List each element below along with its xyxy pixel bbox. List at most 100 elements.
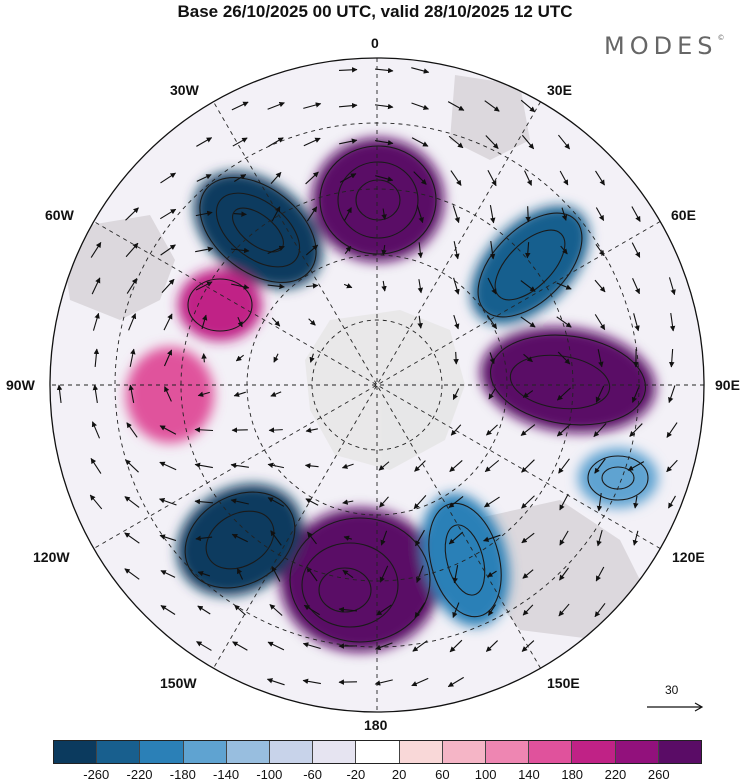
wind-arrow xyxy=(160,244,176,256)
colorbar-tick-label: 100 xyxy=(474,767,497,782)
land-africa xyxy=(450,75,530,160)
colorbar-tick-label: -180 xyxy=(169,767,196,782)
wind-arrow xyxy=(232,137,248,147)
colorbar-tick-label: -100 xyxy=(256,767,283,782)
meridian-line xyxy=(93,221,661,549)
wind-arrow xyxy=(160,605,176,615)
wind-arrow xyxy=(556,282,572,290)
colorbar-tick-label: -20 xyxy=(346,767,366,782)
wind-arrow xyxy=(485,135,499,149)
wind-arrow xyxy=(447,676,464,688)
wind-arrow xyxy=(338,67,358,73)
wind-arrow xyxy=(197,571,211,577)
wind-arrow xyxy=(448,495,464,509)
map-border xyxy=(49,57,705,713)
anomaly-fills xyxy=(126,138,658,652)
wind-arrow xyxy=(411,137,429,147)
wind-arrow xyxy=(522,569,534,579)
wind-arrow xyxy=(267,641,285,651)
reference-vector-label: 30 xyxy=(665,683,679,697)
wind-arrow xyxy=(269,604,283,616)
colorbar-tick-label: 260 xyxy=(647,767,670,782)
land-australia xyxy=(470,500,650,640)
wind-arrow xyxy=(631,385,640,403)
wind-arrow xyxy=(230,498,249,505)
contour xyxy=(205,510,275,570)
contour xyxy=(184,491,296,589)
wind-arrow xyxy=(306,283,319,289)
anomaly-negative-southwest-australia xyxy=(578,448,658,508)
wind-arrow xyxy=(339,138,358,145)
wind-arrow xyxy=(453,314,460,330)
wind-arrow xyxy=(595,385,605,403)
wind-arrow xyxy=(305,244,319,256)
wind-arrow xyxy=(343,283,353,289)
wind-arrow xyxy=(126,422,138,438)
label-30e: 30E xyxy=(547,82,572,98)
wind-arrow xyxy=(271,317,281,327)
wind-arrow xyxy=(234,604,246,616)
brand-name: MODES xyxy=(604,32,718,60)
anomaly-positive-south-of-africa xyxy=(312,138,444,262)
wind-arrow xyxy=(595,170,605,186)
wind-arrow xyxy=(303,604,320,616)
wind-arrow xyxy=(486,314,498,330)
wind-arrow xyxy=(595,207,605,222)
wind-arrow xyxy=(450,170,462,186)
wind-arrow xyxy=(416,205,424,224)
contour xyxy=(489,334,647,426)
wind-arrow xyxy=(160,570,176,578)
wind-arrow xyxy=(194,427,214,433)
graticule xyxy=(50,58,704,712)
wind-arrow xyxy=(308,318,316,326)
wind-arrow xyxy=(595,243,605,257)
wind-arrow xyxy=(417,279,424,294)
colorbar-tick-label: -140 xyxy=(213,767,240,782)
wind-arrow xyxy=(196,137,213,147)
colorbar-bin xyxy=(270,741,314,763)
colorbar-bin xyxy=(399,741,443,763)
wind-arrow xyxy=(484,100,500,112)
wind-arrow xyxy=(160,172,176,184)
anomaly-negative-indian-west xyxy=(471,206,589,324)
wind-arrow xyxy=(233,211,247,217)
wind-arrow xyxy=(230,462,249,469)
wind-arrow xyxy=(415,529,425,547)
wind-arrow xyxy=(201,353,207,363)
anomaly-positive-indian-east xyxy=(480,327,656,433)
contour xyxy=(477,212,583,318)
wind-arrow xyxy=(92,312,100,331)
contour xyxy=(319,145,437,255)
label-150w: 150W xyxy=(160,675,197,691)
colorbar-tick-label: 220 xyxy=(604,767,627,782)
wind-arrow xyxy=(195,210,213,217)
wind-arrow xyxy=(306,206,318,222)
wind-arrow xyxy=(375,175,394,182)
wind-arrow xyxy=(381,280,387,292)
wind-arrow xyxy=(559,170,569,186)
wind-arrow xyxy=(159,498,177,506)
wind-arrow xyxy=(374,67,394,74)
wind-arrow xyxy=(520,316,536,328)
wind-arrow xyxy=(270,391,282,397)
map-fields xyxy=(50,58,704,712)
wind-arrow xyxy=(268,427,283,433)
meridian-line xyxy=(213,101,541,669)
contour xyxy=(337,161,419,239)
wind-arrow xyxy=(125,459,139,473)
wind-arrow xyxy=(417,242,424,259)
wind-arrow xyxy=(235,354,244,362)
wind-arrow xyxy=(236,567,244,580)
label-90w: 90W xyxy=(6,377,35,393)
wind-arrow xyxy=(304,463,319,469)
colorbar-bin xyxy=(140,741,184,763)
wind-arrow xyxy=(558,458,570,474)
reference-vector: 30 xyxy=(645,683,705,713)
anomaly-negative-southatlantic xyxy=(194,171,322,289)
wind-arrow xyxy=(267,497,285,507)
wind-arrow xyxy=(416,565,424,583)
wind-arrow xyxy=(374,679,393,686)
wind-arrow xyxy=(595,566,605,582)
wind-arrow xyxy=(668,495,676,509)
